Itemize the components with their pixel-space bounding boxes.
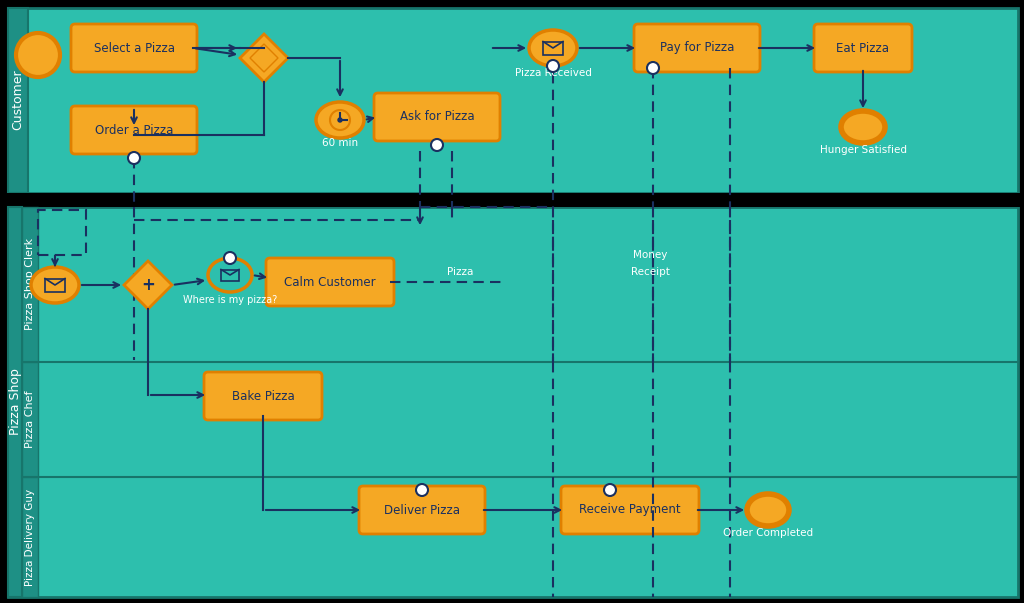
Text: Deliver Pizza: Deliver Pizza (384, 504, 460, 517)
Text: Pizza Delivery Guy: Pizza Delivery Guy (25, 488, 35, 586)
Text: Select a Pizza: Select a Pizza (93, 42, 174, 54)
Circle shape (647, 62, 659, 74)
Ellipse shape (746, 494, 790, 526)
Circle shape (224, 252, 236, 264)
Bar (22, 362, 38, 477)
Text: Where is my pizza?: Where is my pizza? (183, 295, 278, 305)
Ellipse shape (529, 30, 577, 66)
Text: Pizza: Pizza (446, 267, 473, 277)
Text: Pizza Shop Clerk: Pizza Shop Clerk (25, 238, 35, 330)
Circle shape (431, 139, 443, 151)
Bar (8, 8, 1018, 193)
Text: Pizza Chef: Pizza Chef (25, 390, 35, 448)
Text: Order Completed: Order Completed (723, 528, 813, 538)
Bar (221, 270, 239, 280)
Bar (8, 8, 28, 193)
FancyBboxPatch shape (814, 24, 912, 72)
Polygon shape (240, 34, 288, 82)
Text: Ask for Pizza: Ask for Pizza (399, 110, 474, 124)
Ellipse shape (208, 258, 252, 292)
FancyBboxPatch shape (71, 24, 197, 72)
FancyBboxPatch shape (561, 486, 699, 534)
FancyBboxPatch shape (359, 486, 485, 534)
Polygon shape (250, 44, 278, 72)
Text: Bake Pizza: Bake Pizza (231, 390, 294, 402)
Circle shape (330, 110, 350, 130)
Text: Order a Pizza: Order a Pizza (95, 124, 173, 136)
FancyBboxPatch shape (204, 372, 322, 420)
FancyBboxPatch shape (374, 93, 500, 141)
Text: Eat Pizza: Eat Pizza (837, 42, 890, 54)
Bar (22, 207, 38, 362)
Text: Pizza Shop: Pizza Shop (8, 368, 22, 435)
Text: Money: Money (633, 250, 668, 260)
Circle shape (128, 152, 140, 164)
Text: Receipt: Receipt (631, 267, 670, 277)
Ellipse shape (316, 102, 364, 138)
Text: 60 min: 60 min (322, 138, 358, 148)
Bar (0, 193, 1024, 207)
Circle shape (547, 60, 559, 72)
FancyBboxPatch shape (634, 24, 760, 72)
Text: Hunger Satisfied: Hunger Satisfied (819, 145, 906, 155)
Ellipse shape (841, 111, 885, 143)
Text: Receive Payment: Receive Payment (580, 504, 681, 517)
Bar (543, 42, 563, 54)
Circle shape (416, 484, 428, 496)
FancyBboxPatch shape (266, 258, 394, 306)
Text: Pay for Pizza: Pay for Pizza (659, 42, 734, 54)
Text: Pizza Received: Pizza Received (515, 68, 592, 78)
Bar (8, 207, 1018, 597)
Text: +: + (141, 276, 155, 294)
Text: Customer: Customer (11, 70, 25, 130)
Polygon shape (124, 261, 172, 309)
Circle shape (16, 33, 60, 77)
Bar (22, 477, 38, 597)
Bar (8, 207, 22, 597)
Bar (38, 210, 86, 255)
Bar (45, 279, 65, 291)
FancyBboxPatch shape (71, 106, 197, 154)
Circle shape (338, 118, 342, 122)
Circle shape (604, 484, 616, 496)
Ellipse shape (31, 267, 79, 303)
Text: Calm Customer: Calm Customer (285, 276, 376, 288)
